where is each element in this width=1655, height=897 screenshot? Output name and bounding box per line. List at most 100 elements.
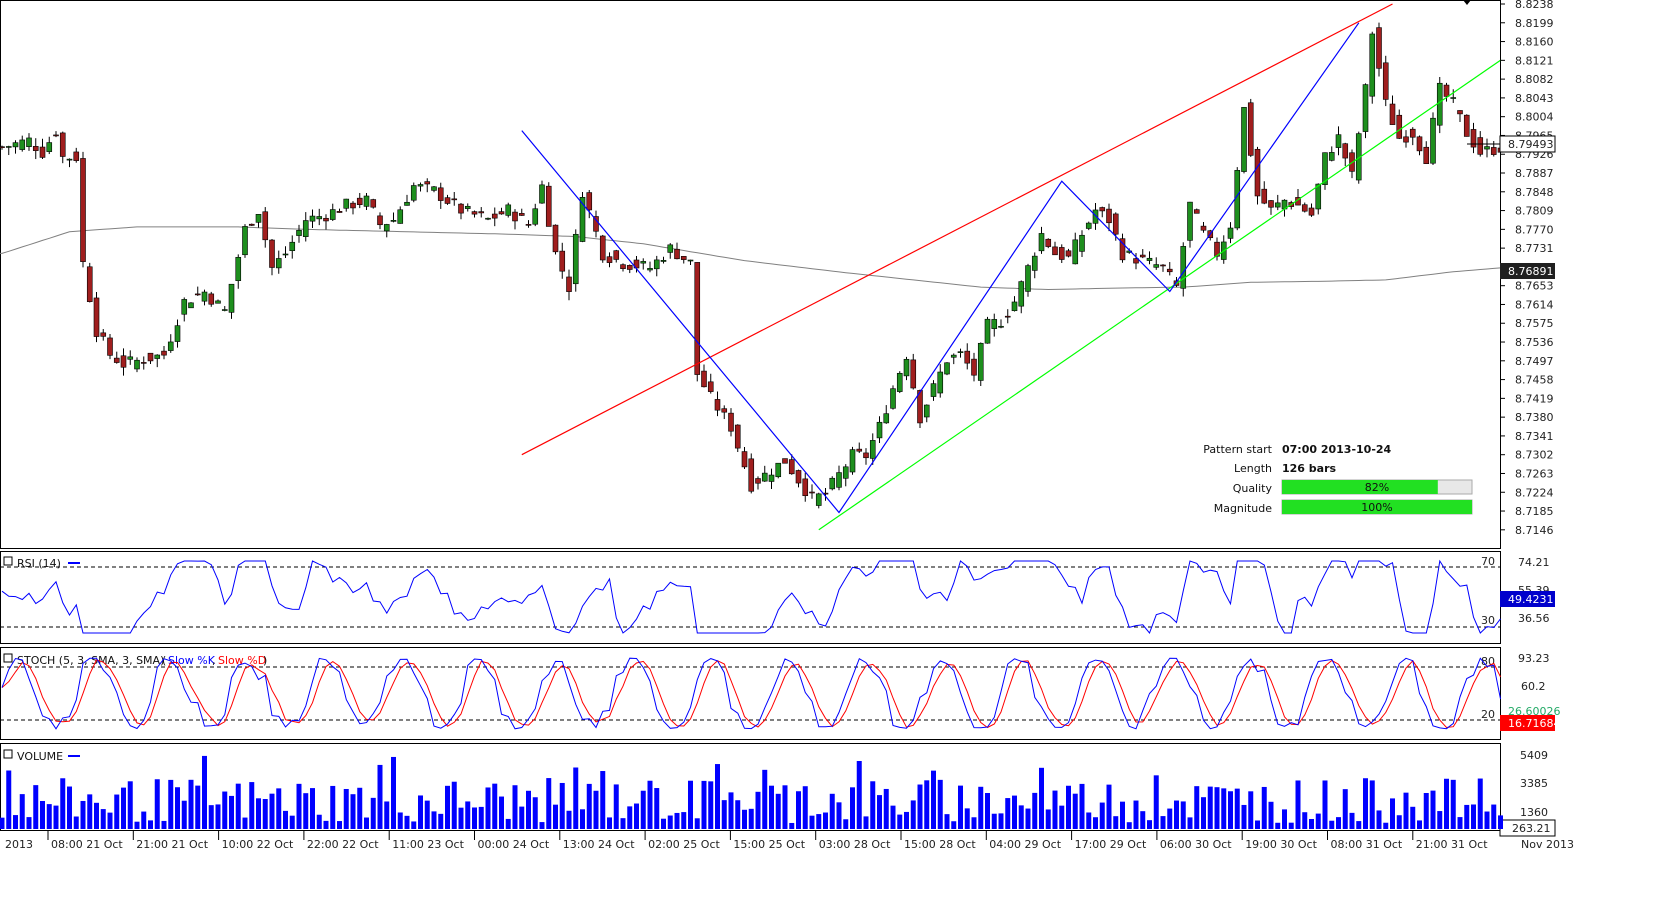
candle-body [1457, 110, 1463, 115]
candle [1436, 77, 1443, 134]
candle [86, 262, 93, 303]
volume-bar [67, 786, 72, 829]
candle [694, 262, 701, 382]
candle-body [1153, 264, 1160, 268]
volume-bar [87, 794, 93, 829]
candle-body [275, 258, 282, 269]
candle [1295, 189, 1301, 206]
volume-bar [121, 787, 126, 829]
volume-close-icon[interactable] [3, 749, 13, 759]
candle [46, 136, 53, 155]
candle [1301, 202, 1308, 213]
volume-bar [1491, 804, 1497, 829]
candle-body [140, 362, 147, 364]
volume-bar [377, 764, 383, 829]
candle-body [1254, 148, 1261, 197]
candle-body [282, 253, 289, 256]
candle-body [1092, 209, 1099, 224]
stoch-k-label: Slow %K [168, 654, 216, 667]
volume-bar [1255, 820, 1260, 829]
price-tick-label: 8.7653 [1515, 280, 1554, 293]
candle [795, 469, 802, 488]
candle-body [572, 233, 579, 285]
volume-bar [391, 756, 396, 829]
svg-text:,: , [212, 654, 216, 667]
candle-body [701, 370, 707, 388]
volume-bar [971, 817, 977, 829]
candle [593, 210, 599, 238]
candle-body [552, 224, 559, 253]
candle-body [1004, 315, 1011, 318]
candle [512, 209, 518, 230]
volume-label: VOLUME [17, 750, 63, 763]
volume-bar [364, 817, 369, 829]
volume-bar [674, 812, 680, 829]
candle-body [518, 213, 525, 216]
candle-body [350, 202, 356, 209]
candle [755, 476, 761, 490]
volume-bar [1410, 806, 1416, 829]
volume-current-value: 263.21 [1512, 822, 1551, 835]
candle [1180, 242, 1187, 297]
volume-bar [6, 770, 12, 829]
candle-body [768, 474, 775, 482]
volume-bar [289, 815, 295, 829]
candle-body [802, 478, 809, 497]
candle-body [329, 209, 336, 220]
candle [390, 212, 397, 223]
magnitude-value: 100% [1361, 501, 1392, 514]
candle [498, 207, 505, 215]
volume-bar [1322, 780, 1328, 829]
candle-body [1126, 250, 1133, 253]
candle-body [491, 213, 498, 219]
candle [1193, 208, 1200, 214]
ma-line [0, 226, 1501, 291]
volume-bar [229, 795, 234, 829]
candle [26, 133, 32, 151]
scroll-marker-icon[interactable] [1463, 0, 1471, 5]
volume-bar [1012, 795, 1017, 829]
candle-body [890, 388, 896, 409]
candle-body [1268, 200, 1274, 208]
rsi-close-icon[interactable] [3, 556, 13, 566]
volume-bar [505, 818, 511, 829]
candle-body [1247, 102, 1254, 156]
volume-bar [546, 778, 552, 829]
candle-body [478, 211, 485, 214]
candle [1396, 109, 1403, 140]
volume-bar [424, 800, 430, 829]
candle [377, 212, 383, 230]
candle-body [1099, 207, 1106, 212]
candle [1328, 146, 1335, 162]
volume-bar [1221, 788, 1227, 829]
candle [809, 484, 815, 499]
volume-bar [370, 797, 376, 829]
candle-body [1025, 265, 1031, 292]
volume-bar [1288, 822, 1294, 829]
candle [1065, 248, 1072, 258]
candle [964, 343, 971, 370]
candle [1227, 222, 1234, 244]
last-price-tag: 8.79493 [1467, 135, 1556, 153]
volume-bar [931, 770, 936, 829]
candle-body [910, 359, 917, 389]
rsi-label: RSI (14) [17, 557, 61, 570]
candle-body [755, 478, 761, 484]
candle [32, 138, 39, 160]
volume-bar [1093, 817, 1098, 829]
rsi-line [1, 559, 1501, 634]
candle-body [46, 142, 53, 152]
candle [890, 385, 896, 410]
candle-body [559, 250, 566, 272]
stoch-close-icon[interactable] [3, 653, 13, 663]
candle-body [154, 354, 161, 359]
candle [836, 465, 842, 491]
candle-body [86, 266, 93, 302]
candle [1079, 230, 1085, 257]
candle-body [410, 185, 417, 201]
time-tick-label: 17:00 29 Oct [1075, 838, 1147, 851]
candle-body [19, 139, 26, 150]
candle-body [566, 276, 572, 292]
volume-bar [1039, 767, 1044, 829]
candle-body [26, 137, 32, 147]
